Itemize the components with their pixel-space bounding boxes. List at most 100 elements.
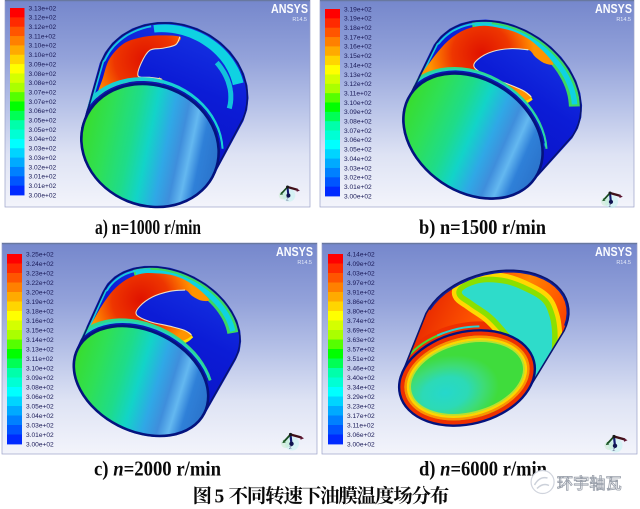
svg-text:3.69e+02: 3.69e+02: [347, 327, 375, 334]
svg-text:3.09e+02: 3.09e+02: [344, 109, 372, 116]
svg-text:3.23e+02: 3.23e+02: [26, 270, 54, 277]
svg-text:a) n=1000 r/min: a) n=1000 r/min: [95, 215, 201, 239]
svg-text:3.19e+02: 3.19e+02: [344, 6, 372, 13]
svg-text:3.03e+02: 3.03e+02: [344, 165, 372, 172]
svg-text:3.01e+02: 3.01e+02: [29, 174, 57, 181]
svg-text:3.00e+02: 3.00e+02: [344, 193, 372, 200]
svg-text:3.19e+02: 3.19e+02: [344, 16, 372, 23]
svg-text:3.01e+02: 3.01e+02: [26, 432, 54, 439]
svg-text:3.08e+02: 3.08e+02: [29, 80, 57, 87]
svg-text:3.29e+02: 3.29e+02: [347, 394, 375, 401]
svg-text:3.13e+02: 3.13e+02: [29, 5, 57, 12]
svg-text:b) n=1500 r/min: b) n=1500 r/min: [419, 215, 546, 239]
svg-text:3.63e+02: 3.63e+02: [347, 337, 375, 344]
svg-text:3.06e+02: 3.06e+02: [347, 432, 375, 439]
svg-text:4.03e+02: 4.03e+02: [347, 270, 375, 277]
svg-text:Z: Z: [613, 447, 616, 452]
svg-text:3.80e+02: 3.80e+02: [347, 308, 375, 315]
svg-text:Z: Z: [289, 445, 292, 450]
svg-text:3.97e+02: 3.97e+02: [347, 280, 375, 287]
svg-text:3.06e+02: 3.06e+02: [344, 137, 372, 144]
svg-text:3.04e+02: 3.04e+02: [29, 136, 57, 143]
svg-text:d) n=6000 r/min: d) n=6000 r/min: [419, 457, 547, 481]
svg-text:3.86e+02: 3.86e+02: [347, 299, 375, 306]
svg-text:3.06e+02: 3.06e+02: [29, 108, 57, 115]
svg-text:3.46e+02: 3.46e+02: [347, 365, 375, 372]
svg-text:3.24e+02: 3.24e+02: [26, 261, 54, 268]
svg-text:R14.5: R14.5: [616, 260, 631, 266]
svg-text:3.02e+02: 3.02e+02: [344, 175, 372, 182]
svg-text:3.19e+02: 3.19e+02: [26, 299, 54, 306]
svg-text:3.16e+02: 3.16e+02: [26, 318, 54, 325]
svg-text:Z: Z: [609, 203, 612, 208]
svg-text:3.13e+02: 3.13e+02: [26, 346, 54, 353]
svg-text:3.20e+02: 3.20e+02: [26, 289, 54, 296]
svg-text:3.08e+02: 3.08e+02: [344, 119, 372, 126]
svg-text:3.07e+02: 3.07e+02: [29, 99, 57, 106]
svg-text:3.07e+02: 3.07e+02: [344, 128, 372, 135]
svg-text:3.06e+02: 3.06e+02: [26, 394, 54, 401]
svg-text:3.12e+02: 3.12e+02: [29, 15, 57, 22]
svg-text:3.01e+02: 3.01e+02: [29, 183, 57, 190]
svg-text:3.11e+02: 3.11e+02: [344, 90, 372, 97]
svg-text:ANSYS: ANSYS: [276, 245, 313, 259]
svg-text:R14.5: R14.5: [292, 17, 307, 23]
svg-text:R14.5: R14.5: [297, 260, 312, 266]
svg-text:3.15e+02: 3.15e+02: [26, 327, 54, 334]
svg-text:3.05e+02: 3.05e+02: [344, 147, 372, 154]
svg-text:3.09e+02: 3.09e+02: [26, 375, 54, 382]
svg-text:3.15e+02: 3.15e+02: [344, 53, 372, 60]
svg-text:3.11e+02: 3.11e+02: [26, 356, 54, 363]
svg-text:5: 5: [215, 487, 225, 508]
svg-text:3.08e+02: 3.08e+02: [29, 71, 57, 78]
svg-text:3.34e+02: 3.34e+02: [347, 384, 375, 391]
svg-text:3.12e+02: 3.12e+02: [344, 81, 372, 88]
svg-text:R14.5: R14.5: [616, 17, 631, 23]
svg-text:4.14e+02: 4.14e+02: [347, 251, 375, 258]
svg-text:3.17e+02: 3.17e+02: [344, 34, 372, 41]
svg-text:3.01e+02: 3.01e+02: [344, 184, 372, 191]
svg-text:3.10e+02: 3.10e+02: [344, 100, 372, 107]
svg-text:Z: Z: [286, 196, 289, 201]
svg-text:3.57e+02: 3.57e+02: [347, 346, 375, 353]
svg-text:3.16e+02: 3.16e+02: [344, 44, 372, 51]
svg-text:3.11e+02: 3.11e+02: [29, 33, 57, 40]
svg-text:3.51e+02: 3.51e+02: [347, 356, 375, 363]
svg-text:3.18e+02: 3.18e+02: [344, 25, 372, 32]
svg-text:3.05e+02: 3.05e+02: [26, 403, 54, 410]
svg-text:3.10e+02: 3.10e+02: [29, 52, 57, 59]
svg-text:3.03e+02: 3.03e+02: [26, 422, 54, 429]
svg-text:3.00e+02: 3.00e+02: [26, 441, 54, 448]
svg-text:3.91e+02: 3.91e+02: [347, 289, 375, 296]
svg-text:3.10e+02: 3.10e+02: [26, 365, 54, 372]
svg-text:3.14e+02: 3.14e+02: [344, 62, 372, 69]
svg-text:3.04e+02: 3.04e+02: [26, 413, 54, 420]
svg-text:3.04e+02: 3.04e+02: [344, 156, 372, 163]
svg-text:3.18e+02: 3.18e+02: [26, 308, 54, 315]
svg-text:3.74e+02: 3.74e+02: [347, 318, 375, 325]
svg-text:3.17e+02: 3.17e+02: [347, 413, 375, 420]
svg-text:c) n=2000 r/min: c) n=2000 r/min: [94, 457, 221, 481]
svg-text:ANSYS: ANSYS: [595, 245, 632, 259]
svg-text:3.14e+02: 3.14e+02: [26, 337, 54, 344]
svg-text:3.11e+02: 3.11e+02: [347, 422, 375, 429]
svg-text:4.09e+02: 4.09e+02: [347, 261, 375, 268]
svg-text:3.07e+02: 3.07e+02: [29, 89, 57, 96]
svg-text:3.09e+02: 3.09e+02: [29, 61, 57, 68]
svg-text:ANSYS: ANSYS: [595, 2, 632, 16]
svg-text:3.25e+02: 3.25e+02: [26, 251, 54, 258]
svg-text:3.03e+02: 3.03e+02: [29, 146, 57, 153]
svg-text:3.03e+02: 3.03e+02: [29, 155, 57, 162]
svg-text:3.00e+02: 3.00e+02: [29, 192, 57, 199]
svg-text:3.05e+02: 3.05e+02: [29, 127, 57, 134]
svg-text:3.12e+02: 3.12e+02: [29, 24, 57, 31]
svg-text:3.02e+02: 3.02e+02: [29, 164, 57, 171]
svg-text:3.40e+02: 3.40e+02: [347, 375, 375, 382]
svg-text:3.13e+02: 3.13e+02: [344, 72, 372, 79]
svg-text:3.22e+02: 3.22e+02: [26, 280, 54, 287]
svg-text:ANSYS: ANSYS: [271, 2, 308, 16]
svg-text:3.08e+02: 3.08e+02: [26, 384, 54, 391]
svg-text:3.00e+02: 3.00e+02: [347, 441, 375, 448]
svg-text:3.10e+02: 3.10e+02: [29, 43, 57, 50]
svg-text:3.05e+02: 3.05e+02: [29, 118, 57, 125]
